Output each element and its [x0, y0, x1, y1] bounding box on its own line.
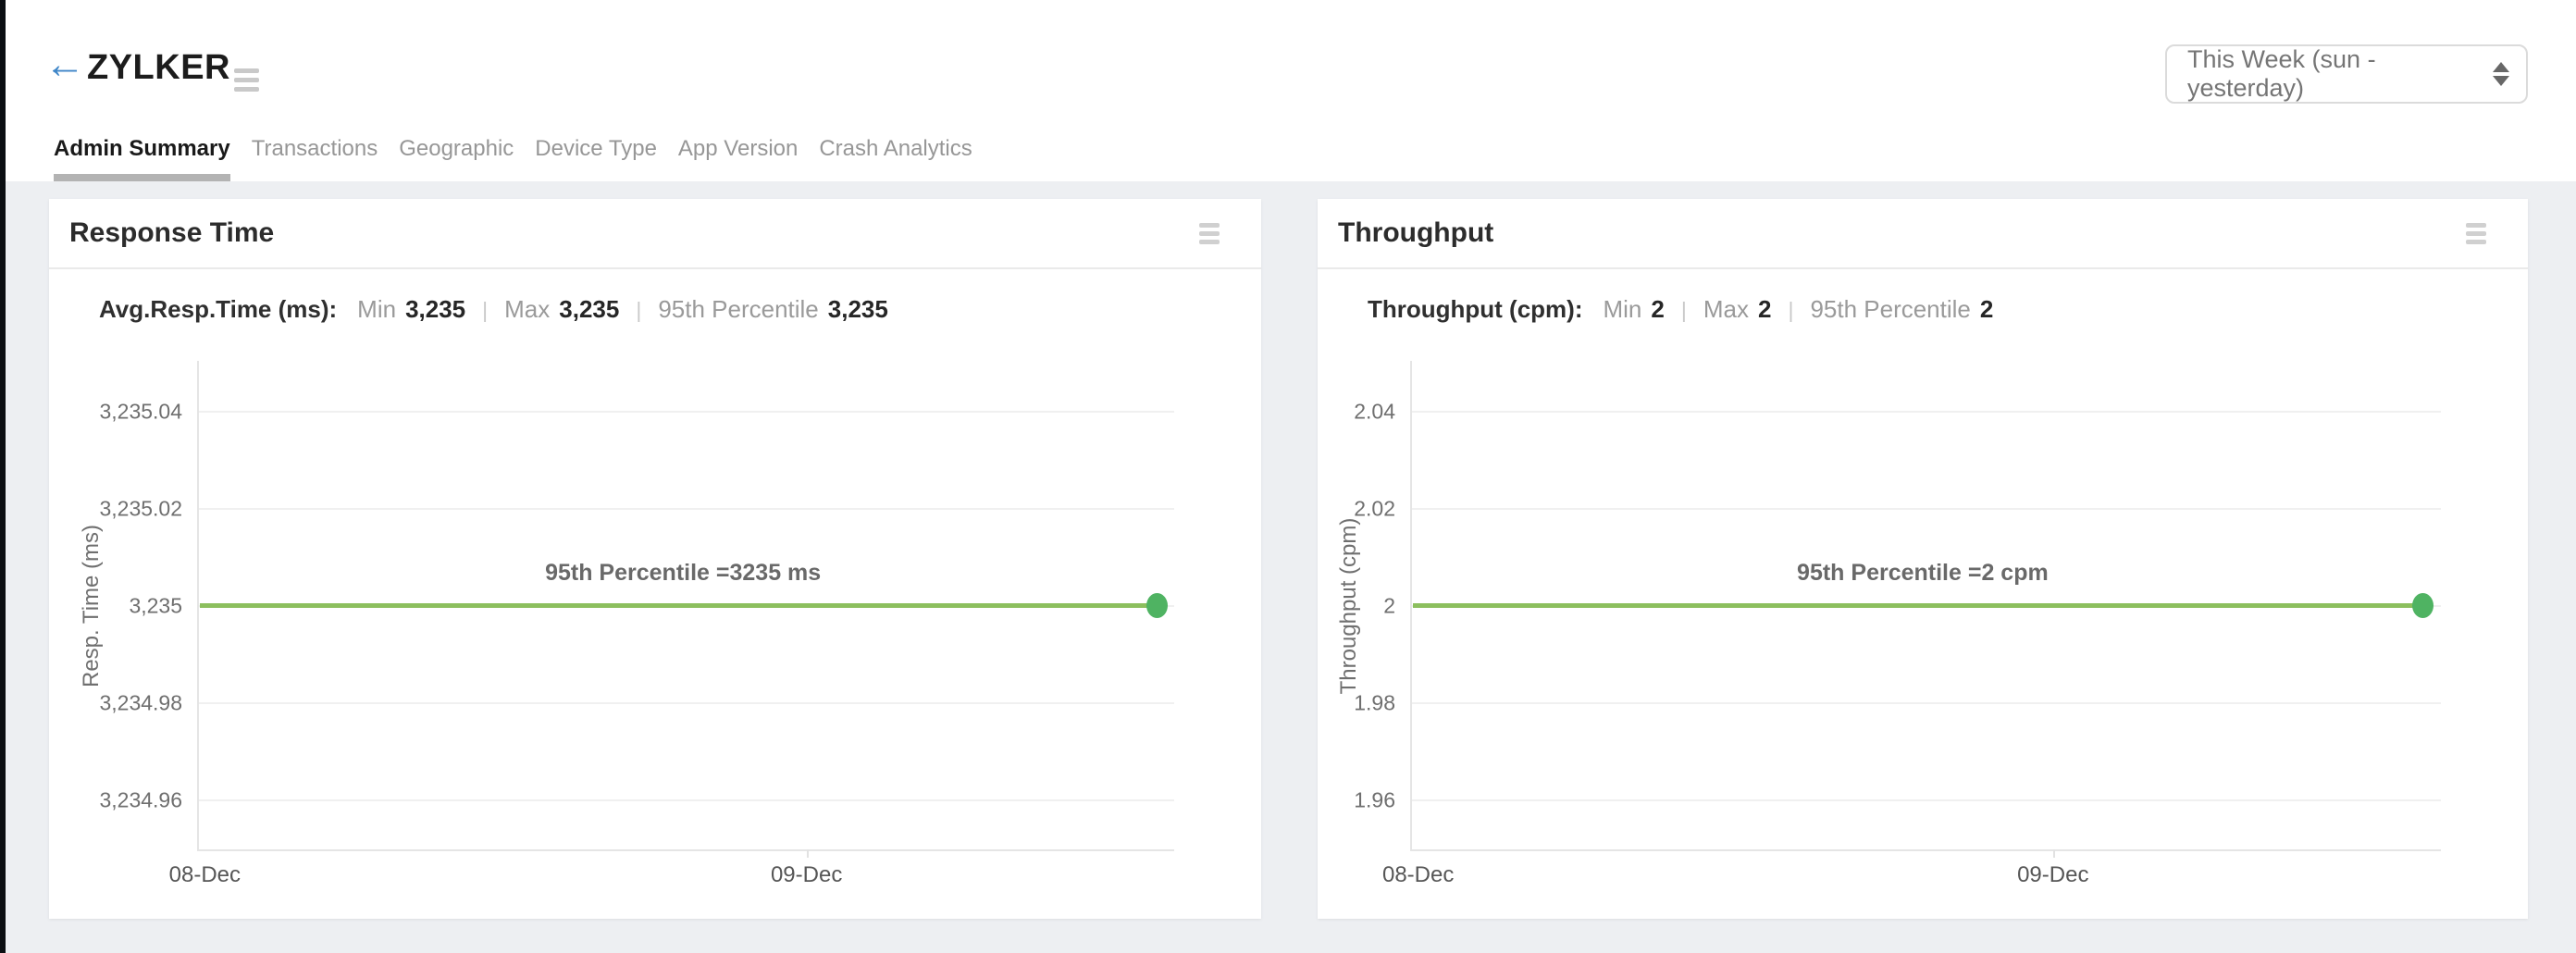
- app-title: ZYLKER: [87, 48, 230, 87]
- y-tick: 2: [1383, 593, 1395, 618]
- p95-label: 95th Percentile: [1810, 295, 1971, 323]
- x-tick: 09-Dec: [770, 862, 843, 887]
- min-value: 2: [1651, 295, 1665, 323]
- metric-label: Throughput (cpm):: [1368, 295, 1583, 323]
- tab-crash-analytics[interactable]: Crash Analytics: [819, 136, 972, 161]
- response-time-panel: Response Time Avg.Resp.Time (ms): Min 3,…: [49, 199, 1261, 919]
- y-tick: 2.04: [1354, 399, 1395, 424]
- y-tick: 2.02: [1354, 496, 1395, 521]
- throughput-panel: Throughput Throughput (cpm): Min 2 | Max…: [1318, 199, 2528, 919]
- separator: |: [1788, 298, 1794, 322]
- y-tick: 3,235.04: [99, 399, 182, 424]
- response-time-panel-header: Response Time: [49, 199, 1261, 269]
- app-menu-icon[interactable]: [234, 68, 259, 92]
- percentile-line: 95th Percentile =2 cpm: [1413, 560, 2434, 618]
- p95-value: 2: [1979, 295, 1994, 323]
- x-tick: 09-Dec: [2017, 862, 2089, 887]
- y-tick: 1.96: [1354, 787, 1395, 812]
- gridline: [199, 702, 1174, 704]
- app-header: ← ZYLKER This Week (sun - yesterday) Adm…: [6, 0, 2576, 181]
- y-tick: 3,235: [129, 593, 182, 618]
- tab-geographic[interactable]: Geographic: [399, 136, 514, 161]
- p95-label: 95th Percentile: [658, 295, 819, 323]
- time-range-select[interactable]: This Week (sun - yesterday): [2165, 44, 2528, 104]
- plot-area: 2.04 2.02 2 1.98 1.96 95th Percentile =2…: [1354, 361, 2441, 887]
- plot-area: 3,235.04 3,235.02 3,235 3,234.98 3,234.9…: [99, 361, 1174, 887]
- y-axis-label: Throughput (cpm): [1336, 517, 1361, 695]
- metric-label: Avg.Resp.Time (ms):: [99, 295, 338, 323]
- panel-menu-icon[interactable]: [1199, 223, 1220, 244]
- max-value: 2: [1757, 295, 1772, 323]
- throughput-stats: Throughput (cpm): Min 2 | Max 2 | 95th P…: [1368, 295, 1993, 324]
- x-tick: 08-Dec: [168, 862, 241, 887]
- panel-title: Throughput: [1338, 217, 1494, 248]
- separator: |: [636, 298, 642, 322]
- x-tick-mark: [806, 849, 809, 858]
- back-arrow-icon[interactable]: ←: [44, 42, 85, 87]
- tab-transactions[interactable]: Transactions: [251, 136, 378, 161]
- y-tick: 3,234.98: [99, 690, 182, 715]
- min-label: Min: [1603, 295, 1642, 323]
- gridline: [199, 411, 1174, 413]
- panel-title: Response Time: [69, 217, 275, 248]
- percentile-annotation: 95th Percentile =2 cpm: [1797, 560, 2049, 586]
- tab-admin-summary[interactable]: Admin Summary: [54, 136, 230, 181]
- response-time-stats: Avg.Resp.Time (ms): Min 3,235 | Max 3,23…: [99, 295, 888, 324]
- max-label: Max: [504, 295, 551, 323]
- screen-edge-strip: [0, 0, 6, 953]
- y-tick: 3,234.96: [99, 787, 182, 812]
- data-point-marker: [1146, 593, 1168, 618]
- y-tick: 1.98: [1354, 690, 1395, 715]
- gridline: [1412, 508, 2441, 510]
- percentile-annotation: 95th Percentile =3235 ms: [545, 560, 822, 586]
- separator: |: [1680, 298, 1687, 322]
- gridline: [1412, 702, 2441, 704]
- tab-device-type[interactable]: Device Type: [535, 136, 657, 161]
- response-time-chart: Resp. Time (ms) 3,235.04 3,235.02 3,235 …: [49, 361, 1261, 919]
- x-tick-mark: [2052, 849, 2055, 858]
- y-tick: 3,235.02: [99, 496, 182, 521]
- percentile-line: 95th Percentile =3235 ms: [200, 560, 1168, 618]
- select-arrows-icon: [2493, 62, 2509, 86]
- gridline: [1412, 411, 2441, 413]
- throughput-panel-header: Throughput: [1318, 199, 2528, 269]
- tab-bar: Admin Summary Transactions Geographic De…: [54, 136, 972, 181]
- panel-menu-icon[interactable]: [2466, 223, 2486, 244]
- gridline: [199, 799, 1174, 801]
- gridline: [1412, 799, 2441, 801]
- tab-app-version[interactable]: App Version: [677, 136, 799, 161]
- data-point-marker: [2411, 593, 2434, 618]
- max-label: Max: [1703, 295, 1749, 323]
- max-value: 3,235: [559, 295, 620, 323]
- x-tick: 08-Dec: [1381, 862, 1455, 887]
- y-axis-label: Resp. Time (ms): [79, 524, 104, 688]
- time-range-value: This Week (sun - yesterday): [2187, 45, 2376, 102]
- separator: |: [482, 298, 489, 322]
- min-label: Min: [357, 295, 397, 323]
- min-value: 3,235: [405, 295, 466, 323]
- gridline: [199, 508, 1174, 510]
- throughput-chart: Throughput (cpm) 2.04 2.02 2 1.98 1.96 9…: [1318, 361, 2528, 919]
- p95-value: 3,235: [827, 295, 888, 323]
